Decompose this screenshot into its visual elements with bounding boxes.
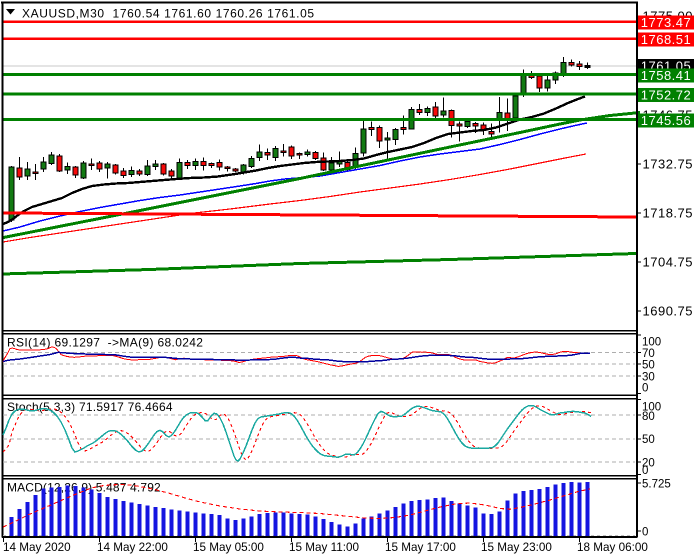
svg-text:15 May 23:00: 15 May 23:00 [481, 541, 552, 554]
svg-text:0: 0 [642, 383, 648, 395]
svg-text:14 May 2020: 14 May 2020 [3, 541, 71, 554]
svg-text:1758.41: 1758.41 [641, 68, 692, 83]
svg-text:0: 0 [642, 465, 648, 477]
svg-text:0: 0 [642, 527, 648, 539]
svg-text:1690.75: 1690.75 [643, 304, 694, 319]
svg-text:5.725: 5.725 [642, 479, 671, 491]
svg-text:14 May 22:00: 14 May 22:00 [97, 541, 168, 554]
svg-text:100: 100 [642, 402, 661, 414]
svg-text:30: 30 [642, 372, 655, 384]
svg-text:80: 80 [642, 411, 655, 423]
svg-text:15 May 05:00: 15 May 05:00 [193, 541, 264, 554]
svg-text:RSI(14) 69.1297 ->MA(9) 68.02: RSI(14) 69.1297 ->MA(9) 68.0242 [7, 336, 203, 350]
svg-text:18 May 06:00: 18 May 06:00 [577, 541, 648, 554]
svg-text:70: 70 [642, 348, 655, 360]
svg-text:20: 20 [642, 458, 655, 470]
svg-text:XAUUSD,M30 1760.54 1761.60 17: XAUUSD,M30 1760.54 1761.60 1760.26 1761.… [22, 7, 315, 21]
svg-text:Stoch(5,3,3) 71.5917 76.4664: Stoch(5,3,3) 71.5917 76.4664 [7, 400, 173, 414]
svg-text:15 May 11:00: 15 May 11:00 [289, 541, 359, 554]
svg-text:100: 100 [642, 337, 661, 349]
svg-text:1718.75: 1718.75 [643, 206, 694, 221]
svg-text:1752.72: 1752.72 [641, 88, 692, 103]
svg-text:15 May 17:00: 15 May 17:00 [385, 541, 456, 554]
svg-text:50: 50 [642, 360, 655, 372]
svg-text:1745.56: 1745.56 [641, 113, 692, 128]
svg-text:1732.75: 1732.75 [643, 157, 694, 172]
svg-text:1768.51: 1768.51 [641, 32, 692, 47]
svg-text:1773.47: 1773.47 [641, 15, 692, 30]
svg-text:50: 50 [642, 434, 655, 446]
svg-text:1704.75: 1704.75 [643, 255, 694, 270]
